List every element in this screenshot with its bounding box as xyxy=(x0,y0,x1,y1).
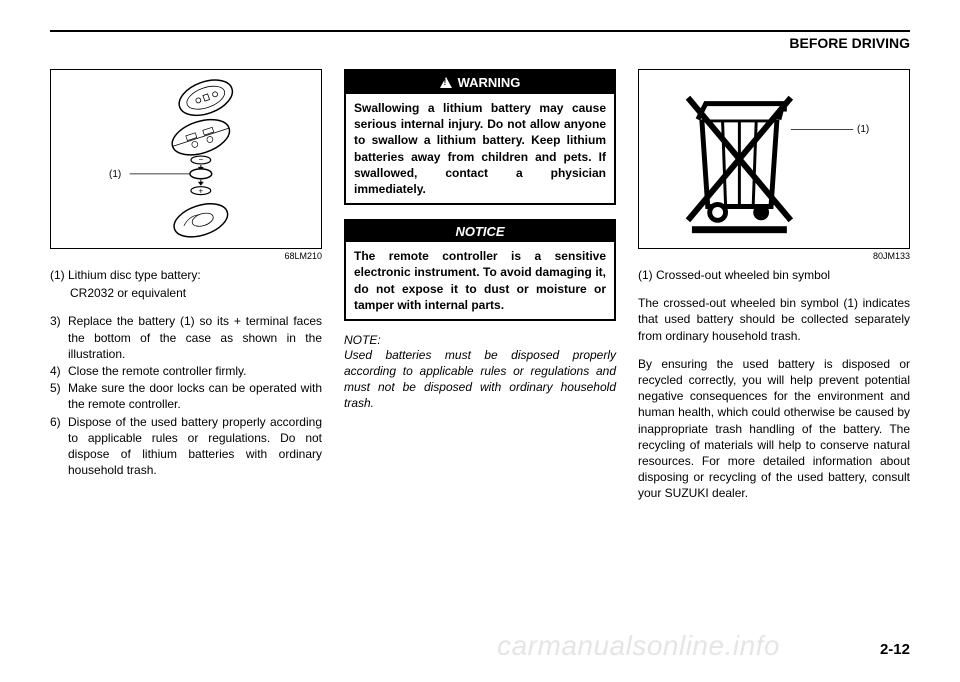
warning-header: WARNING xyxy=(346,71,614,94)
wheeled-bin-icon xyxy=(639,70,909,248)
warning-triangle-icon xyxy=(440,77,452,88)
notice-box: NOTICE The remote controller is a sensit… xyxy=(344,219,616,321)
notice-title: NOTICE xyxy=(346,221,614,242)
column-3: (1) 80JM133 (1) Crossed-out wheeled bin … xyxy=(638,69,910,513)
warning-box: WARNING Swallowing a lithium battery may… xyxy=(344,69,616,205)
watermark: carmanualsonline.info xyxy=(497,630,780,662)
header-rule xyxy=(50,30,910,32)
bin-para-1: The crossed-out wheeled bin symbol (1) i… xyxy=(638,295,910,344)
callout-bin: (1) xyxy=(857,124,869,135)
page-number: 2-12 xyxy=(880,641,910,658)
steps-list: 3)Replace the battery (1) so its + termi… xyxy=(50,313,322,478)
section-title: BEFORE DRIVING xyxy=(50,35,910,51)
step-6: 6)Dispose of the used battery properly a… xyxy=(50,414,322,479)
figure-code-bin: 80JM133 xyxy=(638,251,910,261)
battery-caption-2: CR2032 or equivalent xyxy=(50,285,322,301)
content-columns: − + (1) 68LM210 xyxy=(50,69,910,513)
battery-caption-1: (1) Lithium disc type battery: xyxy=(50,267,322,283)
bin-caption: (1) Crossed-out wheeled bin symbol xyxy=(638,267,910,283)
figure-battery-replace: − + (1) xyxy=(50,69,322,249)
keyfob-icon: − + xyxy=(51,70,321,248)
bin-para-2: By ensuring the used battery is disposed… xyxy=(638,356,910,502)
note-label: NOTE: xyxy=(344,333,616,347)
step-4: 4)Close the remote controller firmly. xyxy=(50,363,322,379)
figure-code: 68LM210 xyxy=(50,251,322,261)
warning-title: WARNING xyxy=(458,75,521,90)
column-2: WARNING Swallowing a lithium battery may… xyxy=(344,69,616,513)
note-body: Used batteries must be disposed properly… xyxy=(344,347,616,412)
svg-text:+: + xyxy=(199,187,204,196)
step-3: 3)Replace the battery (1) so its + termi… xyxy=(50,313,322,362)
callout-1: (1) xyxy=(109,169,121,180)
column-1: − + (1) 68LM210 xyxy=(50,69,322,513)
step-5: 5)Make sure the door locks can be operat… xyxy=(50,380,322,412)
warning-body: Swallowing a lithium battery may cause s… xyxy=(346,94,614,203)
notice-body: The remote controller is a sensitive ele… xyxy=(346,242,614,319)
figure-bin-symbol: (1) xyxy=(638,69,910,249)
svg-text:−: − xyxy=(199,155,204,164)
